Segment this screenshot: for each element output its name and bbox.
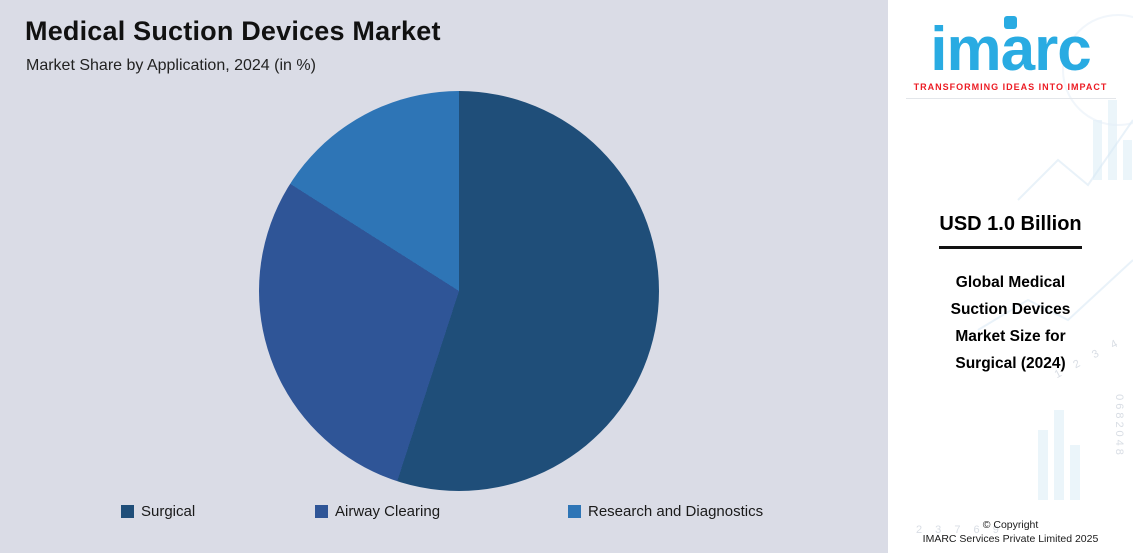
watermark-graphic <box>977 14 1133 500</box>
legend-label-airway-clearing: Airway Clearing <box>335 503 441 520</box>
logo-text: imarc <box>930 15 1091 84</box>
stat-block: USD 1.0 Billion Global Medical Suction D… <box>888 213 1133 378</box>
legend-swatch-surgical <box>121 505 134 518</box>
legend-label-surgical: Surgical <box>141 503 196 520</box>
logo-dot-icon <box>1004 16 1017 29</box>
copyright-line2: IMARC Services Private Limited 2025 <box>922 533 1099 545</box>
chart-legend: Surgical Airway Clearing Research and Di… <box>0 503 888 525</box>
chart-title: Medical Suction Devices Market <box>25 16 441 46</box>
legend-item-research-diagnostics: Research and Diagnostics <box>568 503 763 520</box>
stat-caption: Global Medical Suction Devices Market Si… <box>950 274 1071 373</box>
chart-area: Medical Suction Devices Market Market Sh… <box>0 0 888 553</box>
copyright-line1: © Copyright <box>982 519 1039 531</box>
copyright: © Copyright IMARC Services Private Limit… <box>888 519 1133 545</box>
legend-item-airway-clearing: Airway Clearing <box>315 503 440 520</box>
legend-swatch-research-diagnostics <box>568 505 581 518</box>
watermark-digits-3: 2 3 7 6 9 <box>916 524 1004 536</box>
watermark-digits-2: 0682048 <box>1113 394 1126 458</box>
side-panel: 1 2 3 4 0682048 2 3 7 6 9 imarc TRANSFOR… <box>888 0 1133 553</box>
legend-item-surgical: Surgical <box>121 503 195 520</box>
chart-subtitle: Market Share by Application, 2024 (in %) <box>26 57 316 74</box>
imarc-logo: imarc TRANSFORMING IDEAS INTO IMPACT <box>888 16 1133 99</box>
legend-swatch-airway-clearing <box>315 505 328 518</box>
pie-chart <box>259 91 659 491</box>
stat-value: USD 1.0 Billion <box>939 213 1082 249</box>
logo-divider <box>905 98 1116 99</box>
legend-label-research-diagnostics: Research and Diagnostics <box>588 503 764 520</box>
logo-tagline: TRANSFORMING IDEAS INTO IMPACT <box>913 82 1108 92</box>
